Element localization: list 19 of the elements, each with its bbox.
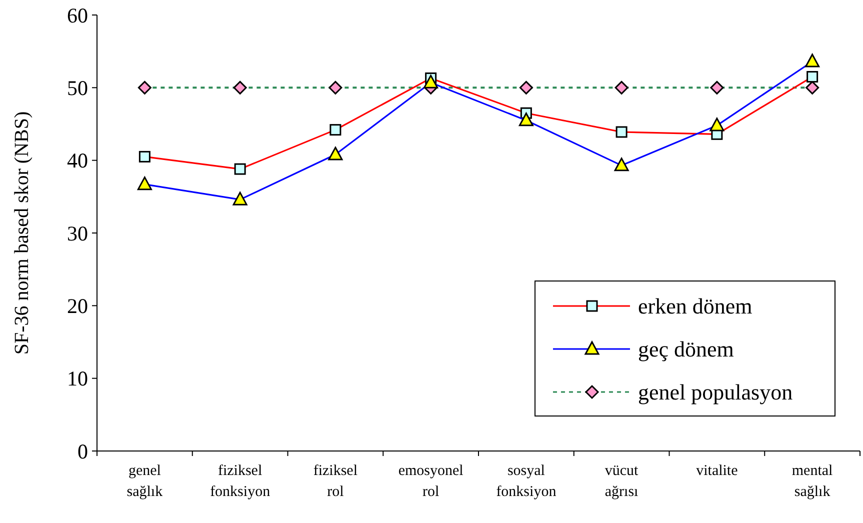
- legend-label: erken dönem: [638, 294, 752, 319]
- y-tick-label: 60: [67, 3, 88, 28]
- x-tick-label: vücut ağrısı: [604, 463, 640, 500]
- x-tick-label: genel sağlık: [126, 463, 164, 500]
- y-tick-label: 30: [67, 221, 88, 246]
- y-tick-label: 0: [78, 439, 88, 464]
- y-axis-title: SF-36 norm based skor (NBS): [11, 111, 33, 355]
- x-tick-label: vitalite: [696, 463, 738, 479]
- x-tick-label: fiziksel fonksiyon: [210, 463, 271, 500]
- x-tick-label: sosyal fonksiyon: [496, 463, 557, 500]
- x-tick-label: mental sağlık: [792, 463, 833, 500]
- y-tick-label: 20: [67, 294, 88, 318]
- legend-label: genel populasyon: [638, 380, 793, 405]
- y-tick-label: 50: [67, 76, 88, 100]
- x-tick-label: fiziksel rol: [313, 463, 358, 500]
- x-tick-label: emosyonel rol: [398, 463, 464, 500]
- y-tick-label: 10: [67, 366, 88, 391]
- legend-label: geç dönem: [638, 336, 734, 362]
- y-tick-label: 40: [67, 148, 88, 173]
